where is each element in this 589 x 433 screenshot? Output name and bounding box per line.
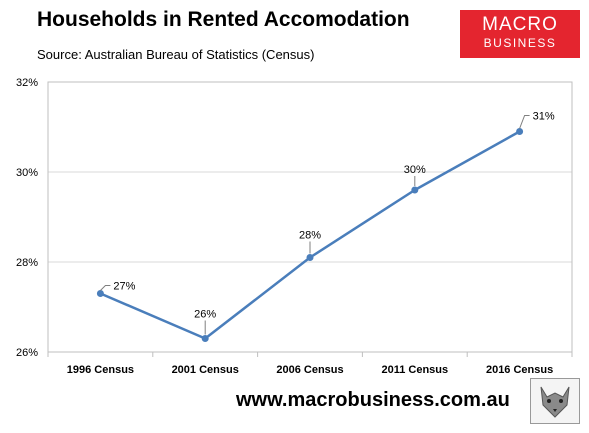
y-tick-label: 30% [16, 167, 38, 179]
data-point [306, 254, 314, 261]
logo-line-2: BUSINESS [483, 36, 557, 50]
data-label: 30% [404, 164, 426, 176]
data-label: 28% [299, 230, 321, 242]
x-tick-label: 2011 Census [381, 364, 448, 376]
chart-source: Source: Australian Bureau of Statistics … [37, 47, 315, 62]
wolf-emblem-icon [530, 378, 580, 424]
data-point [201, 335, 209, 342]
y-tick-label: 32% [16, 77, 38, 89]
leader-line [100, 285, 111, 291]
data-label: 31% [533, 111, 555, 123]
chart-title: Households in Rented Accomodation [37, 8, 410, 31]
y-tick-label: 28% [16, 257, 38, 269]
y-tick-label: 26% [16, 347, 38, 359]
x-tick-label: 2001 Census [172, 364, 239, 376]
data-point [411, 186, 419, 194]
data-label: 26% [194, 309, 216, 321]
x-tick-label: 2006 Census [276, 364, 343, 376]
logo-line-1: MACRO [482, 14, 558, 35]
macrobusiness-logo: MACRO BUSINESS [460, 10, 580, 58]
plot-area-border [47, 81, 573, 353]
data-point [516, 128, 524, 135]
website-url: www.macrobusiness.com.au [236, 389, 510, 411]
data-point [96, 290, 104, 297]
x-tick-label: 2016 Census [486, 364, 553, 376]
x-tick-label: 1996 Census [67, 364, 134, 376]
data-label: 27% [113, 281, 135, 293]
leader-line [519, 115, 530, 129]
